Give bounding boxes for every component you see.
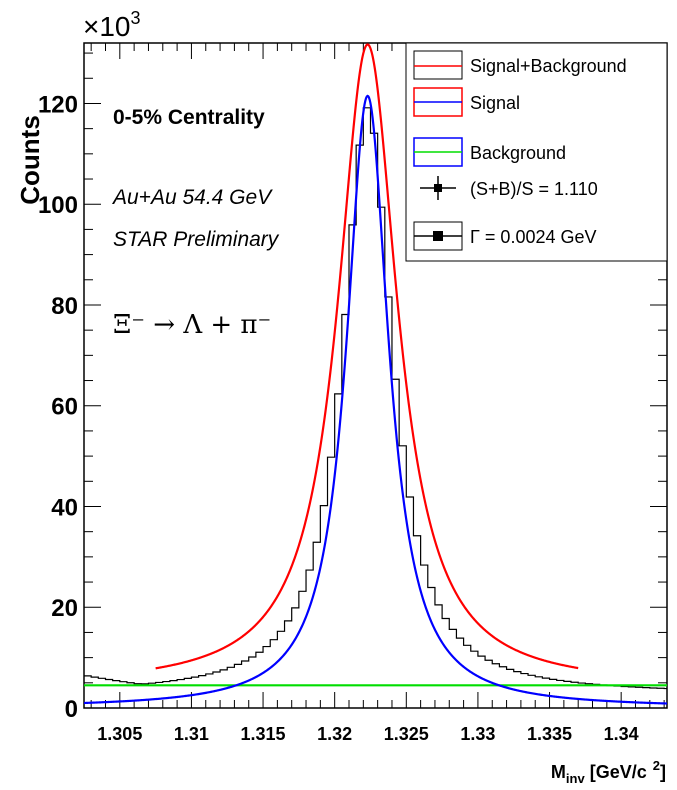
legend-label: Γ = 0.0024 GeV [470,227,597,247]
y-multiplier-label: ×103 [83,8,141,42]
x-tick-label: 1.33 [460,724,495,744]
x-tick-label: 1.32 [317,724,352,744]
y-axis-label: Counts [15,115,45,205]
x-tick-label: 1.315 [241,724,286,744]
legend-entry-gamma: Γ = 0.0024 GeV [413,221,597,251]
annotation-centrality: 0-5% Centrality [113,106,265,129]
series-layer [83,43,668,705]
annotation-decay: Ξ⁻ → Λ + π⁻ [113,310,271,340]
y-tick-label: 0 [65,696,78,723]
legend-label: Background [470,143,566,163]
legend-entry-ratio: (S+B)/S = 1.110 [420,176,598,200]
y-tick-label: 60 [51,394,78,421]
legend-label: Signal+Background [470,56,627,76]
x-tick-label: 1.34 [604,724,639,744]
legend-marker-point [434,184,442,192]
x-tick-label: 1.325 [384,724,429,744]
x-tick-label: 1.335 [527,724,572,744]
annotation-system: Au+Au 54.4 GeV [111,186,273,209]
legend-label: Signal [470,93,520,113]
legend-marker-point [433,231,443,241]
annotation-preliminary: STAR Preliminary [113,228,280,251]
legend-entry-signal: Signal [413,87,520,117]
legend: Signal+Background Signal Background (S+B… [405,42,668,262]
y-tick-label: 120 [38,91,78,118]
axis-ticks: 1.305 1.31 1.315 1.32 1.325 1.33 1.335 1.34 0 20 4… [38,43,667,744]
x-tick-label: 1.31 [174,724,209,744]
plot-frame [83,42,668,709]
legend-entry-background: Background [413,137,566,167]
y-tick-label: 80 [51,293,78,320]
y-tick-label: 20 [51,595,78,622]
legend-label: (S+B)/S = 1.110 [470,179,598,199]
x-axis-label: Minv [GeV/c 2] [551,758,666,786]
signal-fit-line [83,94,668,705]
y-tick-label: 100 [38,192,78,219]
legend-marker-box [413,50,463,80]
x-tick-label: 1.305 [97,724,142,744]
signal-background-fit-line [155,43,579,670]
y-tick-label: 40 [51,494,78,521]
legend-entry-signal-background: Signal+Background [413,50,627,80]
